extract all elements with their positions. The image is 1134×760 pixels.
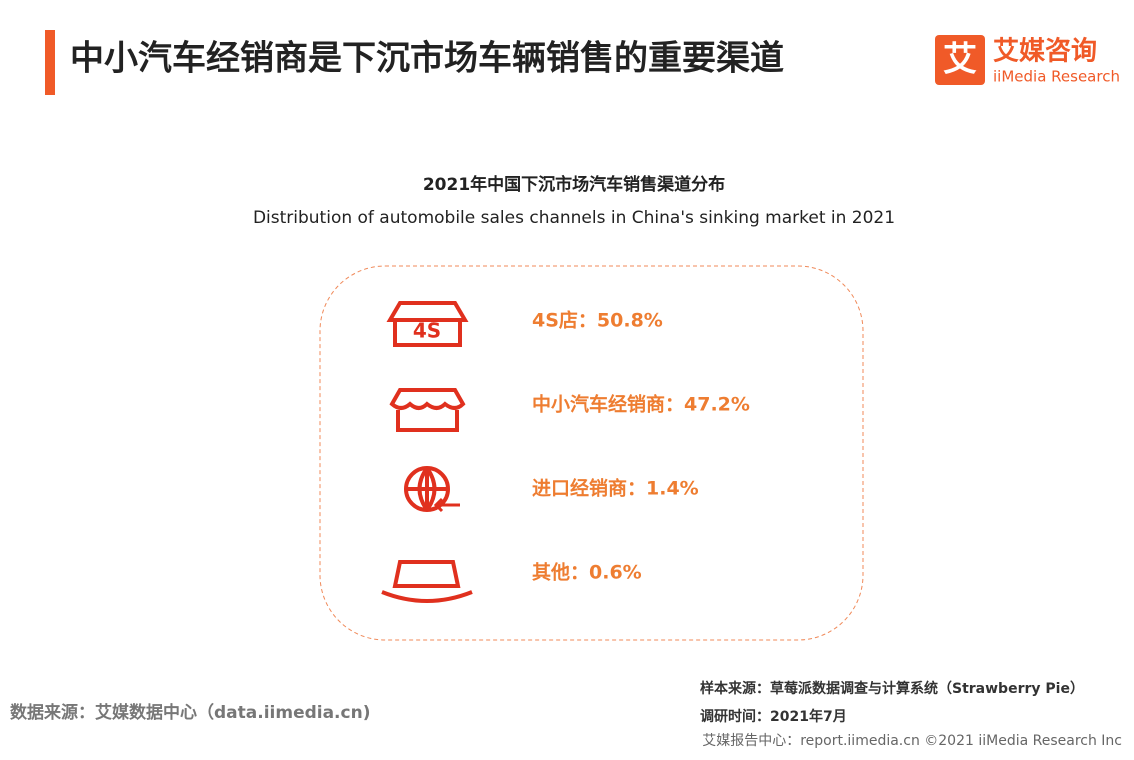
- sample-source: 样本来源：草莓派数据调查与计算系统（Strawberry Pie）: [700, 680, 1084, 697]
- icon-car: [381, 560, 473, 603]
- data-source: 数据来源：艾媒数据中心（data.iimedia.cn): [10, 702, 370, 723]
- panel: [319, 265, 864, 641]
- icon-globe: [404, 466, 460, 513]
- channel-item: 4S店：50.8%: [532, 309, 663, 332]
- logo-sub: iiMedia Research: [993, 68, 1120, 86]
- figure-title: 2021年中国下沉市场汽车销售渠道分布: [423, 174, 725, 195]
- icon-4s: 4S: [386, 301, 469, 347]
- logo-char: 艾: [943, 40, 977, 80]
- report-center: 艾媒报告中心：report.iimedia.cn ©2021 iiMedia R…: [702, 733, 1122, 749]
- channel-item: 中小汽车经销商：47.2%: [532, 393, 750, 416]
- figure-subtitle: Distribution of automobile sales channel…: [253, 208, 895, 228]
- logo-mark: [935, 35, 985, 85]
- icons: 4S: [381, 301, 473, 603]
- icon-shop: [389, 388, 466, 432]
- survey-date: 调研时间：2021年7月: [700, 708, 847, 725]
- logo-name: 艾媒咨询: [993, 36, 1097, 67]
- channel-item: 进口经销商：1.4%: [532, 477, 699, 500]
- page-title: 中小汽车经销商是下沉市场车辆销售的重要渠道: [70, 39, 784, 79]
- title-bar: [45, 30, 55, 95]
- channel-item: 其他：0.6%: [532, 561, 642, 584]
- icon-label: 4S: [413, 319, 441, 343]
